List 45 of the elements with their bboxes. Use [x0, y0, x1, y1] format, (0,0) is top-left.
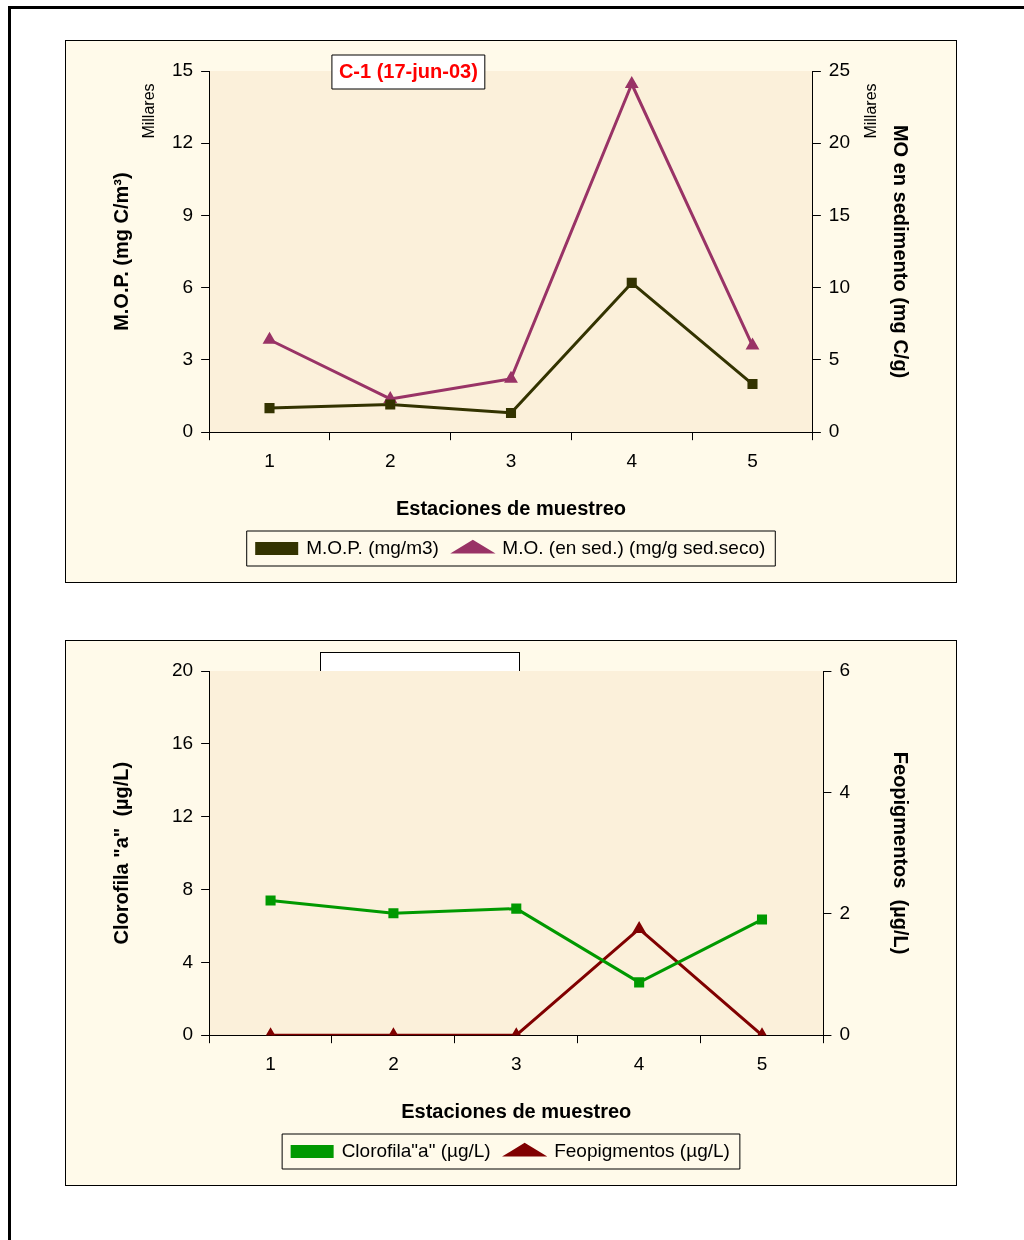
y2-tick-label: 20: [828, 131, 851, 153]
y-tick-label: 0: [182, 1023, 194, 1045]
y-tick-label: 12: [171, 804, 194, 826]
y-axis-title: M.O.P. (mg C/m³): [109, 172, 132, 331]
x-tick-label: 4: [626, 449, 638, 471]
x-tick-label: 5: [747, 449, 758, 471]
x-tick-label: 2: [388, 1052, 399, 1074]
y-tick-label: 9: [182, 203, 194, 225]
y2-tick-label: 4: [839, 780, 851, 802]
text: Millares: [862, 83, 880, 139]
y2-tick-label: 2: [839, 902, 851, 924]
x-tick-label: 5: [756, 1052, 768, 1074]
chart-title: C-1 (17-jun-03): [338, 59, 478, 82]
text: Millares: [140, 83, 158, 139]
y-tick-label: 15: [171, 59, 194, 81]
y-tick-label: 16: [171, 732, 194, 754]
x-axis-title: Estaciones de muestreo: [401, 1099, 632, 1122]
y-axis-title: Clorofila "a" (µg/L): [109, 761, 132, 945]
x-tick-label: 4: [633, 1052, 645, 1074]
legend-label: M.O. (en sed.) (mg/g sed.seco): [502, 536, 766, 558]
x-axis-title: Estaciones de muestreo: [395, 496, 627, 519]
y2-tick-label: 0: [828, 420, 840, 442]
legend-label: Feopigmentos (µg/L): [554, 1139, 730, 1161]
y2-tick-label: 15: [828, 203, 851, 225]
y2-tick-label: 0: [839, 1023, 851, 1045]
y-tick-label: 8: [182, 877, 194, 899]
y-tick-label: 4: [182, 950, 194, 972]
x-tick-label: 3: [505, 449, 517, 471]
y-tick-label: 3: [182, 348, 194, 370]
y2-tick-label: 6: [839, 659, 851, 681]
legend-label: M.O.P. (mg/m3): [306, 536, 439, 558]
x-tick-label: 1: [264, 449, 275, 471]
y2-tick-label: 25: [828, 59, 851, 81]
x-tick-label: 1: [265, 1052, 276, 1074]
y2-tick-label: 10: [828, 275, 851, 297]
y2-tick-label: 5: [828, 348, 840, 370]
x-tick-label: 2: [384, 449, 396, 471]
y2-axis-title: MO en sedimento (mg C/g): [890, 124, 913, 379]
y-tick-label: 20: [171, 659, 194, 681]
x-tick-label: 3: [510, 1052, 522, 1074]
legend-label: Clorofila"a" (µg/L): [341, 1139, 491, 1161]
y-tick-label: 0: [182, 420, 194, 442]
y2-axis-title: Feopigmentos (µg/L): [890, 751, 913, 955]
y-tick-label: 6: [182, 275, 194, 297]
y-tick-label: 12: [171, 131, 194, 153]
